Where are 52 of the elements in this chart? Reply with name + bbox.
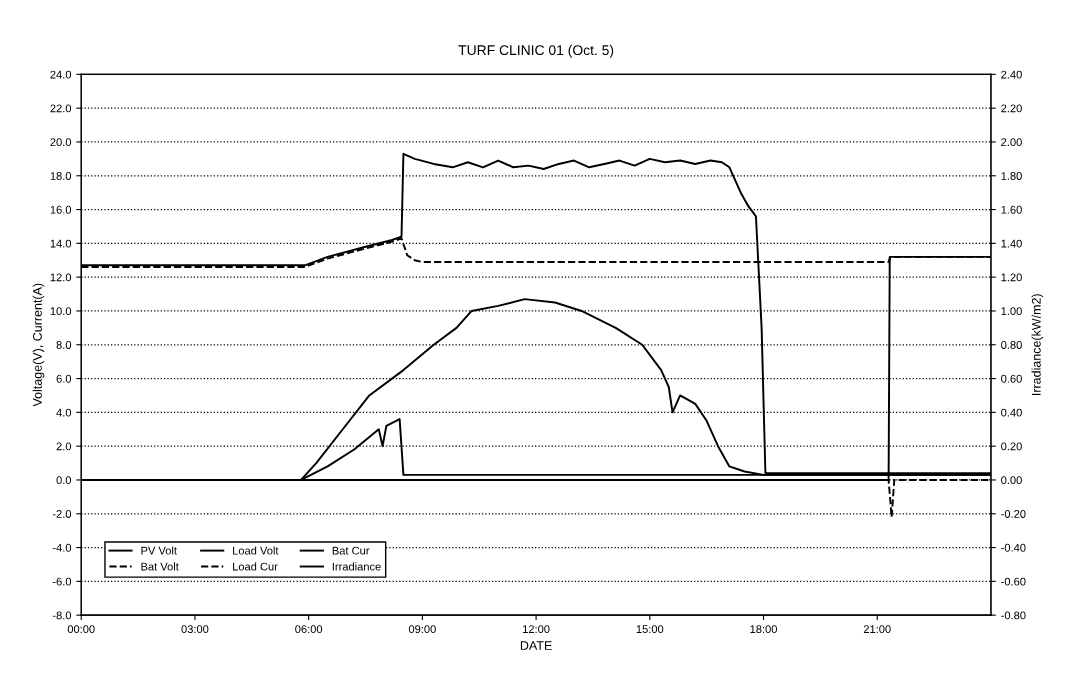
legend-label: Bat Cur <box>332 546 370 555</box>
y2-tick-label: -0.60 <box>1001 577 1026 586</box>
x-tick-label: 03:00 <box>181 625 209 634</box>
y-tick-label: 6.0 <box>56 374 72 383</box>
y-tick-label: 18.0 <box>50 172 72 180</box>
y-tick-label: -4.0 <box>52 543 72 552</box>
y2-tick-label: 2.00 <box>1001 138 1022 147</box>
x-tick-label: 21:00 <box>863 625 891 634</box>
x-tick-label: 00:00 <box>67 625 95 634</box>
y2-tick-label: 0.60 <box>1001 374 1022 383</box>
y-tick-label: 14.0 <box>50 239 72 248</box>
x-tick-label: 06:00 <box>295 625 323 634</box>
y-tick-label: 4.0 <box>56 408 72 417</box>
y2-tick-label: 1.00 <box>1001 307 1022 316</box>
y2-tick-label: 1.60 <box>1001 205 1022 214</box>
y-axis-title: Voltage(V), Current(A) <box>32 283 45 407</box>
legend-label: Load Volt <box>233 546 279 555</box>
y-tick-label: 20.0 <box>50 138 72 147</box>
y-tick-label: 0.0 <box>56 476 72 485</box>
x-tick-label: 09:00 <box>408 625 436 634</box>
x-tick-label: 12:00 <box>523 625 550 634</box>
legend-label: PV Volt <box>141 546 177 555</box>
y-tick-label: 2.0 <box>56 442 72 451</box>
y-tick-label: -2.0 <box>52 510 72 518</box>
chart-title: TURF CLINIC 01 (Oct. 5) <box>458 44 614 58</box>
x-tick-label: 15:00 <box>636 625 664 634</box>
y-tick-label: 10.0 <box>50 307 72 316</box>
y-tick-label: 24.0 <box>50 70 72 79</box>
y2-tick-label: 0.00 <box>1001 476 1022 485</box>
y2-tick-label: 2.20 <box>1001 104 1022 113</box>
y2-tick-label: -0.80 <box>1001 611 1026 620</box>
y-tick-label: 16.0 <box>50 205 72 214</box>
y2-tick-label: 0.20 <box>1001 442 1022 451</box>
y2-axis-title: Irradiance(kW/m2) <box>1031 294 1044 395</box>
y-tick-label: 12.0 <box>50 273 72 282</box>
y-tick-label: 8.0 <box>56 341 72 349</box>
y2-tick-label: 0.40 <box>1001 408 1022 417</box>
y-tick-label: -6.0 <box>52 577 72 586</box>
y2-tick-label: 1.20 <box>1001 273 1022 282</box>
y2-tick-label: -0.40 <box>1001 543 1026 552</box>
x-axis-title: DATE <box>520 641 552 650</box>
y2-tick-label: 1.40 <box>1001 239 1022 248</box>
y-tick-label: -8.0 <box>52 611 72 620</box>
y2-tick-label: 1.80 <box>1001 172 1022 180</box>
legend-label: Irradiance <box>332 562 381 571</box>
x-tick-label: 18:00 <box>750 625 777 634</box>
y2-tick-label: 0.80 <box>1001 341 1022 349</box>
y2-tick-label: -0.20 <box>1001 510 1026 518</box>
legend-label: Bat Volt <box>141 562 179 571</box>
y2-tick-label: 2.40 <box>1001 70 1022 79</box>
legend-label: Load Cur <box>233 562 278 571</box>
y-tick-label: 22.0 <box>50 104 72 113</box>
